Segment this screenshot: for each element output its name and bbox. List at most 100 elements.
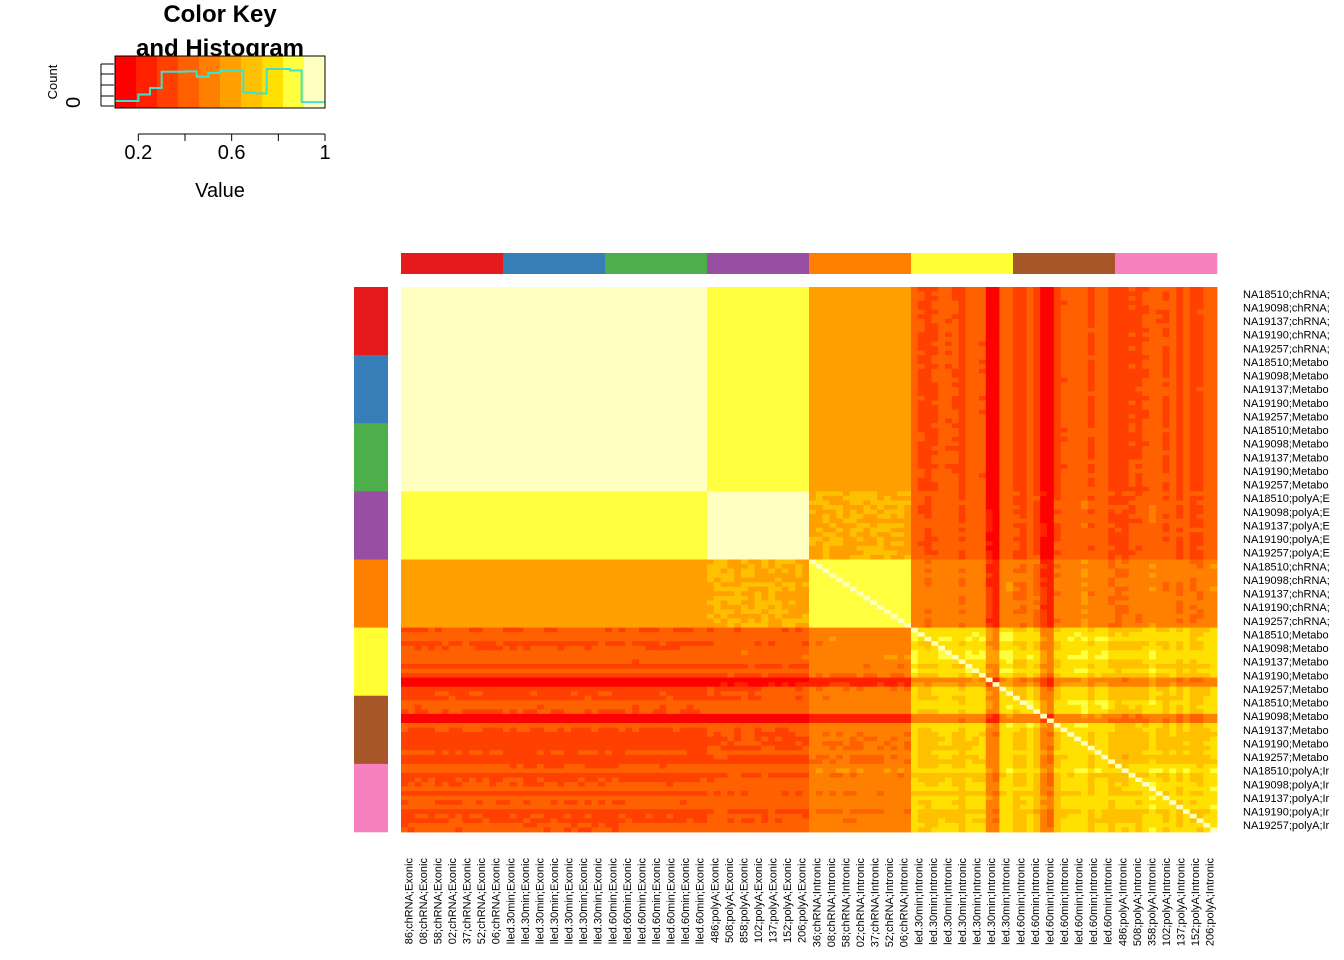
- heatmap-cell: [829, 287, 836, 292]
- heatmap-cell: [1061, 432, 1068, 437]
- heatmap-cell: [489, 460, 496, 465]
- heatmap-cell: [1040, 378, 1047, 383]
- heatmap-cell: [1203, 410, 1210, 415]
- heatmap-cell: [1129, 460, 1136, 465]
- heatmap-cell: [870, 396, 877, 401]
- heatmap-cell: [476, 355, 483, 360]
- heatmap-cell: [884, 373, 891, 378]
- heatmap-cell: [435, 446, 442, 451]
- heatmap-cell: [571, 364, 578, 369]
- heatmap-cell: [707, 360, 714, 365]
- heatmap-cell: [1108, 460, 1115, 465]
- heatmap-cell: [843, 364, 850, 369]
- heatmap-cell: [707, 464, 714, 469]
- heatmap-cell: [1183, 373, 1190, 378]
- heatmap-cell: [884, 323, 891, 328]
- heatmap-cell: [442, 473, 449, 478]
- heatmap-cell: [884, 305, 891, 310]
- heatmap-cell: [748, 332, 755, 337]
- heatmap-cell: [829, 423, 836, 428]
- heatmap-cell: [659, 337, 666, 342]
- heatmap-cell: [714, 355, 721, 360]
- heatmap-cell: [1122, 469, 1129, 474]
- heatmap-cell: [693, 432, 700, 437]
- heatmap-cell: [816, 301, 823, 306]
- heatmap-cell: [775, 337, 782, 342]
- heatmap-cell: [727, 419, 734, 424]
- heatmap-cell: [707, 301, 714, 306]
- heatmap-cell: [557, 464, 564, 469]
- heatmap-cell: [1027, 455, 1034, 460]
- heatmap-cell: [999, 432, 1006, 437]
- heatmap-cell: [925, 319, 932, 324]
- heatmap-cell: [469, 378, 476, 383]
- heatmap-cell: [850, 323, 857, 328]
- heatmap-cell: [904, 332, 911, 337]
- heatmap-cell: [442, 296, 449, 301]
- heatmap-cell: [1210, 355, 1217, 360]
- heatmap-cell: [632, 451, 639, 456]
- heatmap-cell: [517, 414, 524, 419]
- heatmap-cell: [401, 364, 408, 369]
- heatmap-cell: [755, 464, 762, 469]
- heatmap-cell: [870, 305, 877, 310]
- heatmap-cell: [496, 469, 503, 474]
- heatmap-cell: [585, 323, 592, 328]
- heatmap-cell: [1088, 414, 1095, 419]
- heatmap-cell: [1122, 460, 1129, 465]
- heatmap-cell: [700, 369, 707, 374]
- heatmap-cell: [1169, 296, 1176, 301]
- heatmap-cell: [925, 410, 932, 415]
- heatmap-cell: [1033, 305, 1040, 310]
- heatmap-cell: [551, 296, 558, 301]
- heatmap-cell: [1061, 446, 1068, 451]
- heatmap-cell: [741, 342, 748, 347]
- heatmap-cell: [1176, 323, 1183, 328]
- heatmap-cell: [782, 396, 789, 401]
- heatmap-cell: [938, 414, 945, 419]
- heatmap-cell: [619, 432, 626, 437]
- heatmap-cell: [1061, 346, 1068, 351]
- heatmap-cell: [1156, 396, 1163, 401]
- heatmap-cell: [734, 373, 741, 378]
- heatmap-cell: [721, 369, 728, 374]
- heatmap-cell: [918, 342, 925, 347]
- heatmap-cell: [714, 351, 721, 356]
- heatmap-cell: [945, 441, 952, 446]
- heatmap-cell: [870, 296, 877, 301]
- heatmap-cell: [1081, 319, 1088, 324]
- heatmap-cell: [673, 401, 680, 406]
- heatmap-cell: [1108, 401, 1115, 406]
- heatmap-cell: [401, 337, 408, 342]
- heatmap-cell: [877, 328, 884, 333]
- heatmap-cell: [1081, 451, 1088, 456]
- heatmap-cell: [965, 410, 972, 415]
- heatmap-cell: [965, 428, 972, 433]
- heatmap-cell: [421, 346, 428, 351]
- heatmap-cell: [911, 355, 918, 360]
- heatmap-cell: [1149, 323, 1156, 328]
- heatmap-cell: [755, 378, 762, 383]
- heatmap-cell: [829, 460, 836, 465]
- heatmap-cell: [585, 301, 592, 306]
- heatmap-cell: [782, 332, 789, 337]
- heatmap-cell: [1013, 323, 1020, 328]
- heatmap-cell: [959, 310, 966, 315]
- heatmap-cell: [557, 419, 564, 424]
- heatmap-cell: [489, 387, 496, 392]
- heatmap-cell: [510, 328, 517, 333]
- heatmap-cell: [659, 464, 666, 469]
- heatmap-cell: [775, 287, 782, 292]
- heatmap-cell: [551, 405, 558, 410]
- heatmap-cell: [557, 391, 564, 396]
- heatmap-cell: [829, 432, 836, 437]
- heatmap-cell: [1135, 292, 1142, 297]
- heatmap-cell: [557, 332, 564, 337]
- heatmap-cell: [965, 328, 972, 333]
- heatmap-cell: [789, 346, 796, 351]
- heatmap-cell: [870, 346, 877, 351]
- heatmap-cell: [707, 382, 714, 387]
- heatmap-cell: [789, 428, 796, 433]
- heatmap-cell: [884, 346, 891, 351]
- heatmap-cell: [1006, 396, 1013, 401]
